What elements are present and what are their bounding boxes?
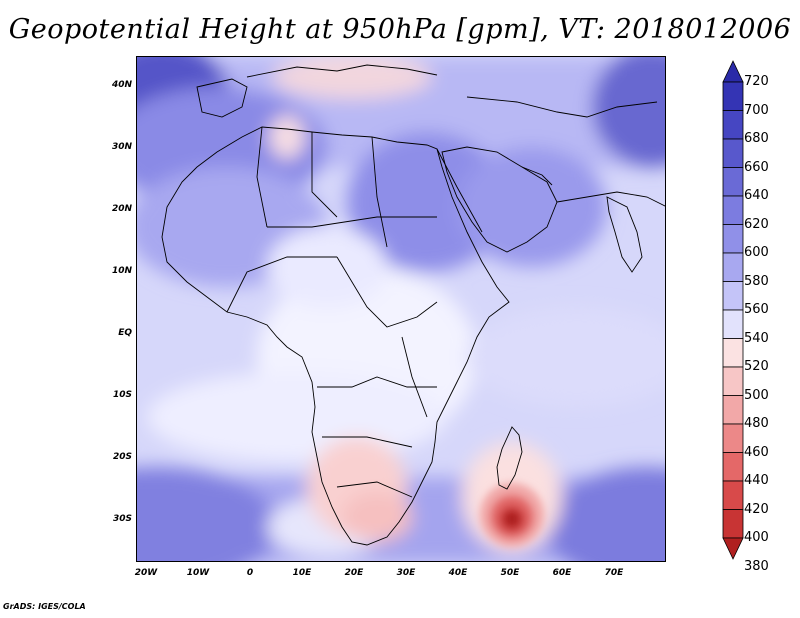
lat-label-30n: 30N xyxy=(111,142,132,152)
lon-label-10w: 10W xyxy=(186,568,210,578)
map-panel xyxy=(136,56,666,562)
lon-label-70e: 70E xyxy=(604,568,624,578)
colorbar-level-label: 400 xyxy=(744,530,769,545)
colorbar xyxy=(722,60,744,560)
colorbar-level-label: 520 xyxy=(744,359,769,374)
colorbar-swatch xyxy=(722,480,744,510)
colorbar-level-label: 660 xyxy=(744,159,769,175)
colorbar-swatch xyxy=(722,281,744,311)
colorbar-level-label: 460 xyxy=(744,444,769,460)
colorbar-level-label: 620 xyxy=(744,216,769,232)
lat-label-10n: 10N xyxy=(111,266,132,276)
colorbar-swatch xyxy=(722,309,744,339)
lon-label-60e: 60E xyxy=(552,568,572,578)
colorbar-level-label: 380 xyxy=(744,558,769,574)
coastlines xyxy=(161,64,665,546)
colorbar-swatch xyxy=(722,195,744,225)
lon-label-50e: 50E xyxy=(500,568,520,578)
lon-label-10e: 10E xyxy=(292,568,312,578)
colorbar-level-label: 720 xyxy=(744,74,769,89)
colorbar-level-label: 680 xyxy=(744,131,769,146)
colorbar-level-label: 600 xyxy=(744,245,769,260)
colorbar-swatch xyxy=(722,81,744,111)
colorbar-swatch xyxy=(722,338,744,368)
footer-credit: GrADS: IGES/COLA xyxy=(3,602,86,611)
colorbar-swatch xyxy=(722,395,744,425)
colorbar-swatch xyxy=(722,509,744,539)
lat-label-10s: 10S xyxy=(112,390,132,400)
lon-label-20e: 20E xyxy=(344,568,364,578)
lat-label-20n: 20N xyxy=(111,204,132,214)
colorbar-level-label: 500 xyxy=(744,387,769,403)
colorbar-swatch-bottom xyxy=(722,537,744,560)
lat-label-40n: 40N xyxy=(111,80,132,90)
colorbar-level-label: 560 xyxy=(744,302,769,317)
colorbar-level-label: 540 xyxy=(744,330,769,346)
lon-label-40e: 40E xyxy=(448,568,468,578)
colorbar-level-label: 580 xyxy=(744,273,769,289)
colorbar-level-label: 440 xyxy=(744,473,769,488)
colorbar-level-label: 640 xyxy=(744,188,769,203)
colorbar-level-label: 420 xyxy=(744,501,769,517)
lon-label-20w: 20W xyxy=(134,568,158,578)
colorbar-swatch xyxy=(722,167,744,197)
colorbar-swatch xyxy=(722,110,744,140)
colorbar-swatch xyxy=(722,452,744,482)
geopotential-map xyxy=(137,57,665,561)
lat-label-30s: 30S xyxy=(112,514,132,524)
colorbar-level-label: 480 xyxy=(744,416,769,431)
colorbar-level-label: 700 xyxy=(744,102,769,118)
lat-label-20s: 20S xyxy=(112,452,132,462)
colorbar-swatch-top xyxy=(722,60,744,83)
colorbar-swatch xyxy=(722,138,744,168)
colorbar-swatch xyxy=(722,366,744,396)
lon-label-30e: 30E xyxy=(396,568,416,578)
lat-label-eq: EQ xyxy=(118,328,132,338)
lon-label-0: 0 xyxy=(246,568,254,578)
chart-title: Geopotential Height at 950hPa [gpm], VT:… xyxy=(8,14,792,45)
colorbar-swatch xyxy=(722,423,744,453)
colorbar-swatch xyxy=(722,252,744,282)
colorbar-swatch xyxy=(722,224,744,254)
